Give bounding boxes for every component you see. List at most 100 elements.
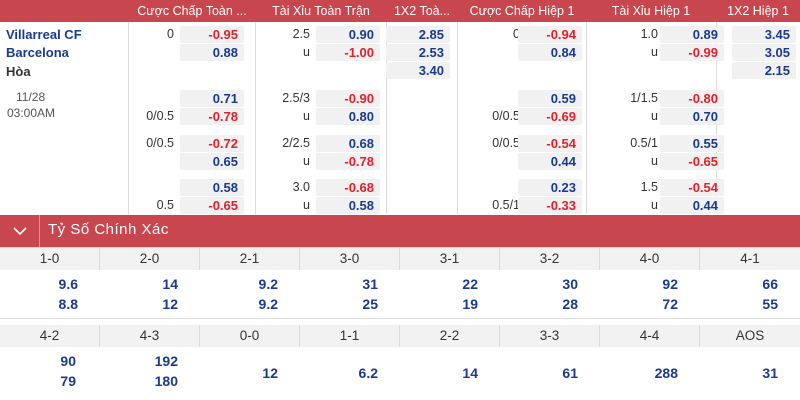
score-odd[interactable]: 9.2 (258, 296, 278, 312)
score-label: 4-3 (100, 325, 200, 347)
score-label: 4-0 (600, 248, 700, 270)
score-odd[interactable]: 19 (462, 296, 478, 312)
score-label: AOS (700, 325, 800, 347)
score-label: 0-0 (200, 325, 300, 347)
odd-cell[interactable]: 0.68 (316, 135, 380, 152)
odd-cell[interactable]: -0.78 (316, 153, 380, 170)
odd-cell[interactable]: 0.89 (660, 26, 724, 43)
score-odd[interactable]: 14 (462, 365, 478, 381)
odd-cell[interactable]: 0.55 (660, 135, 724, 152)
odd-cell[interactable]: -1.00 (316, 44, 380, 61)
odd-cell[interactable]: -0.72 (180, 135, 244, 152)
score-odd[interactable]: 192 (154, 353, 178, 369)
odd-cell[interactable]: 0.80 (316, 108, 380, 125)
h1-ou-line: 1/1.5 (630, 91, 658, 105)
odd-cell[interactable]: -0.54 (660, 179, 724, 196)
score-label: 1-0 (0, 248, 100, 270)
under-label: u (303, 198, 310, 212)
correct-score-section-header[interactable]: Tỷ Số Chính Xác (0, 215, 800, 247)
score-odd[interactable]: 288 (654, 365, 678, 381)
odd-cell[interactable]: -0.69 (518, 108, 582, 125)
odd-cell[interactable]: -0.33 (518, 197, 582, 214)
odd-cell[interactable]: 0.88 (180, 44, 244, 61)
header-ft-1x2: 1X2 Toà... (393, 4, 451, 18)
ft-handicap-line: 0 (167, 27, 174, 41)
score-odd[interactable]: 79 (60, 373, 76, 389)
ft-ou-line: 2.5/3 (282, 91, 310, 105)
odd-cell[interactable]: 3.45 (732, 26, 796, 43)
odd-cell[interactable]: -0.90 (316, 90, 380, 107)
score-odd[interactable]: 6.2 (358, 365, 378, 381)
score-label: 4-1 (700, 248, 800, 270)
odd-cell[interactable]: 0.44 (518, 153, 582, 170)
draw-label: Hòa (6, 64, 31, 79)
h1-handicap-line: 0/0.5 (492, 109, 520, 123)
score-odd[interactable]: 12 (162, 296, 178, 312)
odd-cell[interactable]: 0.58 (316, 197, 380, 214)
score-odd[interactable]: 66 (762, 276, 778, 292)
score-odd[interactable]: 14 (162, 276, 178, 292)
odd-cell[interactable]: 2.53 (386, 44, 450, 61)
score-odd[interactable]: 31 (762, 365, 778, 381)
odd-cell[interactable]: -0.94 (518, 26, 582, 43)
score-odd[interactable]: 90 (60, 353, 76, 369)
odd-cell[interactable]: 3.05 (732, 44, 796, 61)
odd-cell[interactable]: 0.58 (180, 179, 244, 196)
away-team[interactable]: Barcelona (6, 45, 69, 60)
under-label: u (651, 45, 658, 59)
score-odd[interactable]: 31 (362, 276, 378, 292)
under-label: u (303, 109, 310, 123)
odd-cell[interactable]: -0.78 (180, 108, 244, 125)
odd-cell[interactable]: 0.44 (660, 197, 724, 214)
odd-cell[interactable]: 3.40 (386, 62, 450, 79)
section-title: Tỷ Số Chính Xác (48, 221, 169, 238)
score-odd[interactable]: 180 (154, 373, 178, 389)
odd-cell[interactable]: -0.99 (660, 44, 724, 61)
odd-cell[interactable]: 0.90 (316, 26, 380, 43)
odd-cell[interactable]: -0.54 (518, 135, 582, 152)
score-odd[interactable]: 25 (362, 296, 378, 312)
score-odd[interactable]: 22 (462, 276, 478, 292)
odd-cell[interactable]: 0.65 (180, 153, 244, 170)
odd-cell[interactable]: -0.65 (180, 197, 244, 214)
under-label: u (651, 109, 658, 123)
ft-ou-line: 2.5 (292, 27, 310, 41)
odd-cell[interactable]: -0.95 (180, 26, 244, 43)
score-label: 3-2 (500, 248, 600, 270)
score-odd[interactable]: 12 (262, 365, 278, 381)
odd-cell[interactable]: 0.84 (518, 44, 582, 61)
odd-cell[interactable]: -0.65 (660, 153, 724, 170)
score-label: 3-3 (500, 325, 600, 347)
chevron-down-icon (13, 227, 27, 236)
score-odd[interactable]: 72 (662, 296, 678, 312)
score-label: 3-0 (300, 248, 400, 270)
odd-cell[interactable]: -0.80 (660, 90, 724, 107)
header-h1-1x2: 1X2 Hiệp 1 (727, 4, 789, 18)
home-team[interactable]: Villarreal CF (6, 27, 82, 42)
odd-cell[interactable]: 0.59 (518, 90, 582, 107)
score-odd[interactable]: 9.2 (258, 276, 278, 292)
collapse-toggle[interactable] (0, 215, 40, 247)
score-odd[interactable]: 28 (562, 296, 578, 312)
score-label: 4-4 (600, 325, 700, 347)
h1-handicap-line: 0/0.5 (492, 136, 520, 150)
score-label: 2-0 (100, 248, 200, 270)
score-odd[interactable]: 61 (562, 365, 578, 381)
ft-handicap-line: 0/0.5 (146, 136, 174, 150)
odd-cell[interactable]: 2.85 (386, 26, 450, 43)
odd-cell[interactable]: 2.15 (732, 62, 796, 79)
score-label: 1-1 (300, 325, 400, 347)
score-odd[interactable]: 30 (562, 276, 578, 292)
under-label: u (303, 45, 310, 59)
odd-cell[interactable]: 0.71 (180, 90, 244, 107)
score-odd[interactable]: 8.8 (58, 296, 78, 312)
odd-cell[interactable]: -0.68 (316, 179, 380, 196)
score-odd[interactable]: 9.6 (58, 276, 78, 292)
h1-ou-line: 0.5/1 (630, 136, 658, 150)
score-odd[interactable]: 92 (662, 276, 678, 292)
ft-handicap-line: 0/0.5 (146, 109, 174, 123)
odd-cell[interactable]: 0.23 (518, 179, 582, 196)
odd-cell[interactable]: 0.70 (660, 108, 724, 125)
score-odd[interactable]: 55 (762, 296, 778, 312)
ft-ou-line: 2/2.5 (282, 136, 310, 150)
